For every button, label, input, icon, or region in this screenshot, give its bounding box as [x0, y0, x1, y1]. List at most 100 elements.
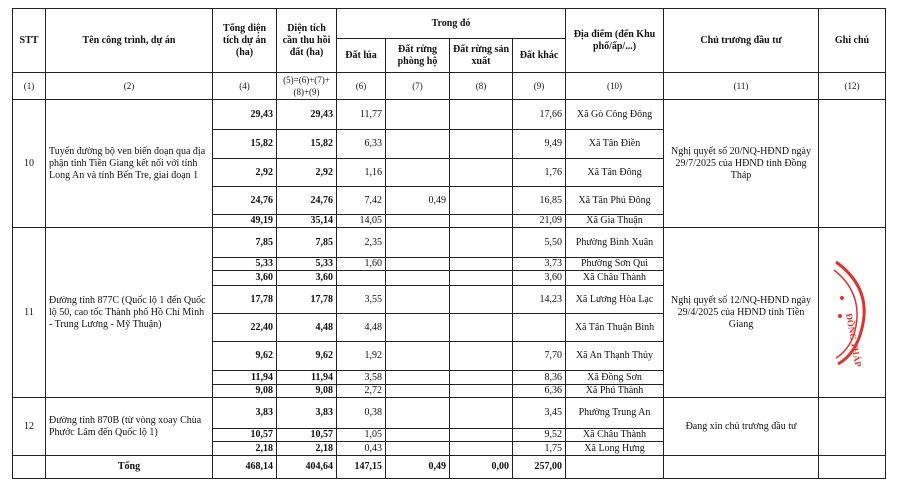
location-cell: Xã An Thạnh Thủy — [565, 341, 664, 371]
prod-forest-cell — [449, 341, 513, 371]
rice-land-cell: 3,58 — [336, 370, 386, 385]
other-land-cell: 3,73 — [512, 257, 566, 271]
table-row: 10 Tuyến đường bộ ven biển đoạn qua địa p… — [12, 99, 886, 228]
header-location: Địa điểm (đến Khu phố/ấp/...) — [565, 8, 664, 73]
total-area-cell: 11,94 — [212, 370, 277, 385]
other-land-cell: 6,36 — [512, 384, 566, 398]
location-cell: Xã Đồng Sơn — [565, 370, 664, 385]
total-area-cell: 9,08 — [212, 384, 277, 398]
header-policy: Chủ trương đầu tư — [663, 8, 819, 73]
svg-text:ĐỒNG THÁP: ĐỒNG THÁP — [844, 312, 863, 367]
location-cell: Xã Gia Thuận — [565, 214, 664, 228]
note-cell — [818, 397, 886, 456]
total-c9: 257,00 — [512, 455, 566, 479]
prod-forest-cell — [449, 428, 513, 442]
protect-forest-cell — [385, 285, 450, 314]
column-code: (6) — [336, 72, 386, 100]
total-area-cell: 7,85 — [212, 227, 277, 258]
column-code: (12) — [818, 72, 886, 100]
location-cell: Phường Trung An — [565, 397, 664, 429]
protect-forest-cell — [385, 158, 450, 187]
recover-area-cell: 3,60 — [276, 270, 337, 286]
total-c5: 404,64 — [276, 455, 337, 479]
header-note: Ghi chú — [818, 8, 886, 73]
protect-forest-cell — [385, 129, 450, 159]
recover-area-cell: 11,94 — [276, 370, 337, 385]
policy-cell: Nghị quyết số 20/NQ-HĐND ngày 29/7/2025 … — [663, 99, 819, 228]
column-code: (8) — [449, 72, 513, 100]
protect-forest-cell — [385, 214, 450, 228]
note-cell — [818, 99, 886, 228]
prod-forest-cell — [449, 370, 513, 385]
prod-forest-cell — [449, 99, 513, 130]
rice-land-cell: 3,55 — [336, 285, 386, 314]
table-row: 15,82 15,82 6,33 9,49 Xã Tân Điền — [13, 129, 886, 159]
other-land-cell: 14,23 — [512, 285, 566, 314]
table-row: 11 Đường tỉnh 877C (Quốc lộ 1 đến Quốc lộ… — [12, 227, 886, 398]
total-area-cell: 22,40 — [212, 313, 277, 342]
column-code: (4) — [212, 72, 277, 100]
total-label: Tổng — [45, 455, 213, 479]
header-protect-forest: Đất rừng phòng hộ — [385, 38, 450, 73]
location-cell: Phường Bình Xuân — [565, 227, 664, 258]
location-cell: Xã Lương Hòa Lạc — [565, 285, 664, 314]
column-code: (9) — [512, 72, 566, 100]
recover-area-cell: 10,57 — [276, 428, 337, 442]
stt-cell: 12 — [12, 397, 46, 456]
column-code: (1) — [12, 72, 46, 100]
location-cell: Xã Châu Thành — [565, 428, 664, 442]
total-area-cell: 17,78 — [212, 285, 277, 314]
policy-cell: Đang xin chủ trương đầu tư — [663, 397, 819, 456]
protect-forest-cell — [385, 370, 450, 385]
protect-forest-cell — [385, 397, 450, 429]
rice-land-cell: 4,48 — [336, 313, 386, 342]
table-row: 10,57 10,57 1,05 9,52 Xã Châu Thành — [13, 428, 886, 442]
total-area-cell: 9,62 — [212, 341, 277, 371]
recover-area-cell: 15,82 — [276, 129, 337, 159]
column-code: (5)=(6)+(7)+(8)+(9) — [276, 72, 337, 100]
land-recovery-table: STT Tên công trình, dự án Tổng diện tích… — [12, 8, 886, 479]
recover-area-cell: 35,14 — [276, 214, 337, 228]
prod-forest-cell — [449, 270, 513, 286]
total-policy — [663, 455, 819, 479]
recover-area-cell: 17,78 — [276, 285, 337, 314]
recover-area-cell: 2,18 — [276, 441, 337, 456]
location-cell: Xã Tân Phú Đông — [565, 186, 664, 215]
recover-area-cell: 2,92 — [276, 158, 337, 187]
other-land-cell: 21,09 — [512, 214, 566, 228]
other-land-cell: 8,36 — [512, 370, 566, 385]
total-area-cell: 3,83 — [212, 397, 277, 429]
rice-land-cell: 1,92 — [336, 341, 386, 371]
prod-forest-cell — [449, 285, 513, 314]
other-land-cell: 5,50 — [512, 227, 566, 258]
other-land-cell: 9,49 — [512, 129, 566, 159]
rice-land-cell — [336, 270, 386, 286]
total-area-cell: 2,92 — [212, 158, 277, 187]
total-row: Tổng 468,14 404,64 147,15 0,49 0,00 257,00 — [12, 455, 886, 479]
prod-forest-cell — [449, 397, 513, 429]
header-rice: Đất lúa — [336, 38, 386, 73]
total-c7: 0,49 — [385, 455, 450, 479]
total-location — [565, 455, 664, 479]
prod-forest-cell — [449, 214, 513, 228]
prod-forest-cell — [449, 227, 513, 258]
protect-forest-cell — [385, 341, 450, 371]
total-stt-cell — [12, 455, 46, 479]
total-area-cell: 3,60 — [212, 270, 277, 286]
protect-forest-cell — [385, 313, 450, 342]
recover-area-cell: 7,85 — [276, 227, 337, 258]
column-code-row: (1) (2) (4) (5)=(6)+(7)+(8)+(9) (6) (7) (8) (9)… — [12, 72, 886, 100]
project-name: Tuyến đường bộ ven biển đoạn qua địa phậ… — [45, 99, 213, 228]
recover-area-cell: 24,76 — [276, 186, 337, 215]
prod-forest-cell — [449, 186, 513, 215]
header-total-area: Tổng diện tích dự án (ha) — [212, 8, 277, 73]
location-cell: Xã Tân Điền — [565, 129, 664, 159]
location-cell: Xã Phú Thành — [565, 384, 664, 398]
total-c8: 0,00 — [449, 455, 513, 479]
prod-forest-cell — [449, 384, 513, 398]
table-row: 22,40 4,48 4,48 Xã Tân Thuận Bình — [13, 313, 886, 342]
location-cell: Phường Sơn Qui — [565, 257, 664, 271]
rice-land-cell: 6,33 — [336, 129, 386, 159]
total-area-cell: 10,57 — [212, 428, 277, 442]
total-area-cell: 29,43 — [212, 99, 277, 130]
